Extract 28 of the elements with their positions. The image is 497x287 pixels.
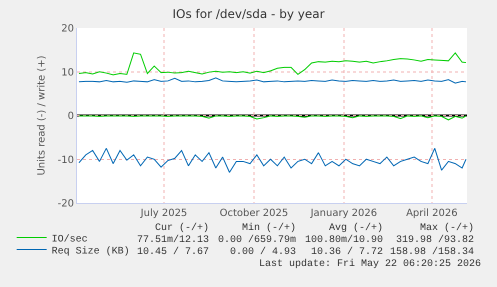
y-axis-title: Units read (-) / write (+)	[36, 55, 48, 176]
text: 100.80m/10.90	[305, 234, 384, 246]
chart-title: IOs for /dev/sda - by year	[172, 7, 325, 22]
x-tick-label: July 2025	[140, 208, 188, 219]
text: 10.45 / 7.67	[137, 246, 210, 258]
text: 10.36 / 7.72	[311, 246, 384, 258]
x-tick-label: April 2026	[406, 208, 458, 219]
text: Max (-/+)	[420, 222, 474, 234]
legend-label: Req Size (KB)	[52, 245, 130, 258]
x-tick-label: January 2026	[310, 208, 378, 219]
text: 0.00 /659.79m	[218, 234, 296, 246]
text: 77.51m/12.13	[137, 234, 210, 246]
text: 158.98 /158.34	[390, 246, 474, 258]
line-series	[78, 52, 467, 76]
text: Cur (-/+)	[155, 222, 210, 234]
y-tick-label: 0	[68, 111, 74, 122]
text: Min (-/+)	[242, 222, 296, 234]
y-tick-label: 10	[61, 67, 74, 78]
line-series	[78, 148, 467, 173]
legend-label: IO/sec	[52, 233, 88, 246]
text: Last update: Fri May 22 06:20:25 2026	[259, 258, 482, 270]
y-tick-label: 20	[61, 24, 74, 34]
y-tick-label: -20	[58, 198, 74, 210]
x-tick-label: October 2025	[220, 208, 288, 219]
text: Avg (-/+)	[329, 222, 384, 234]
text: 319.98 /93.82	[396, 234, 474, 246]
y-tick-label: -10	[58, 154, 74, 166]
text: 0.00 / 4.93	[230, 246, 296, 258]
